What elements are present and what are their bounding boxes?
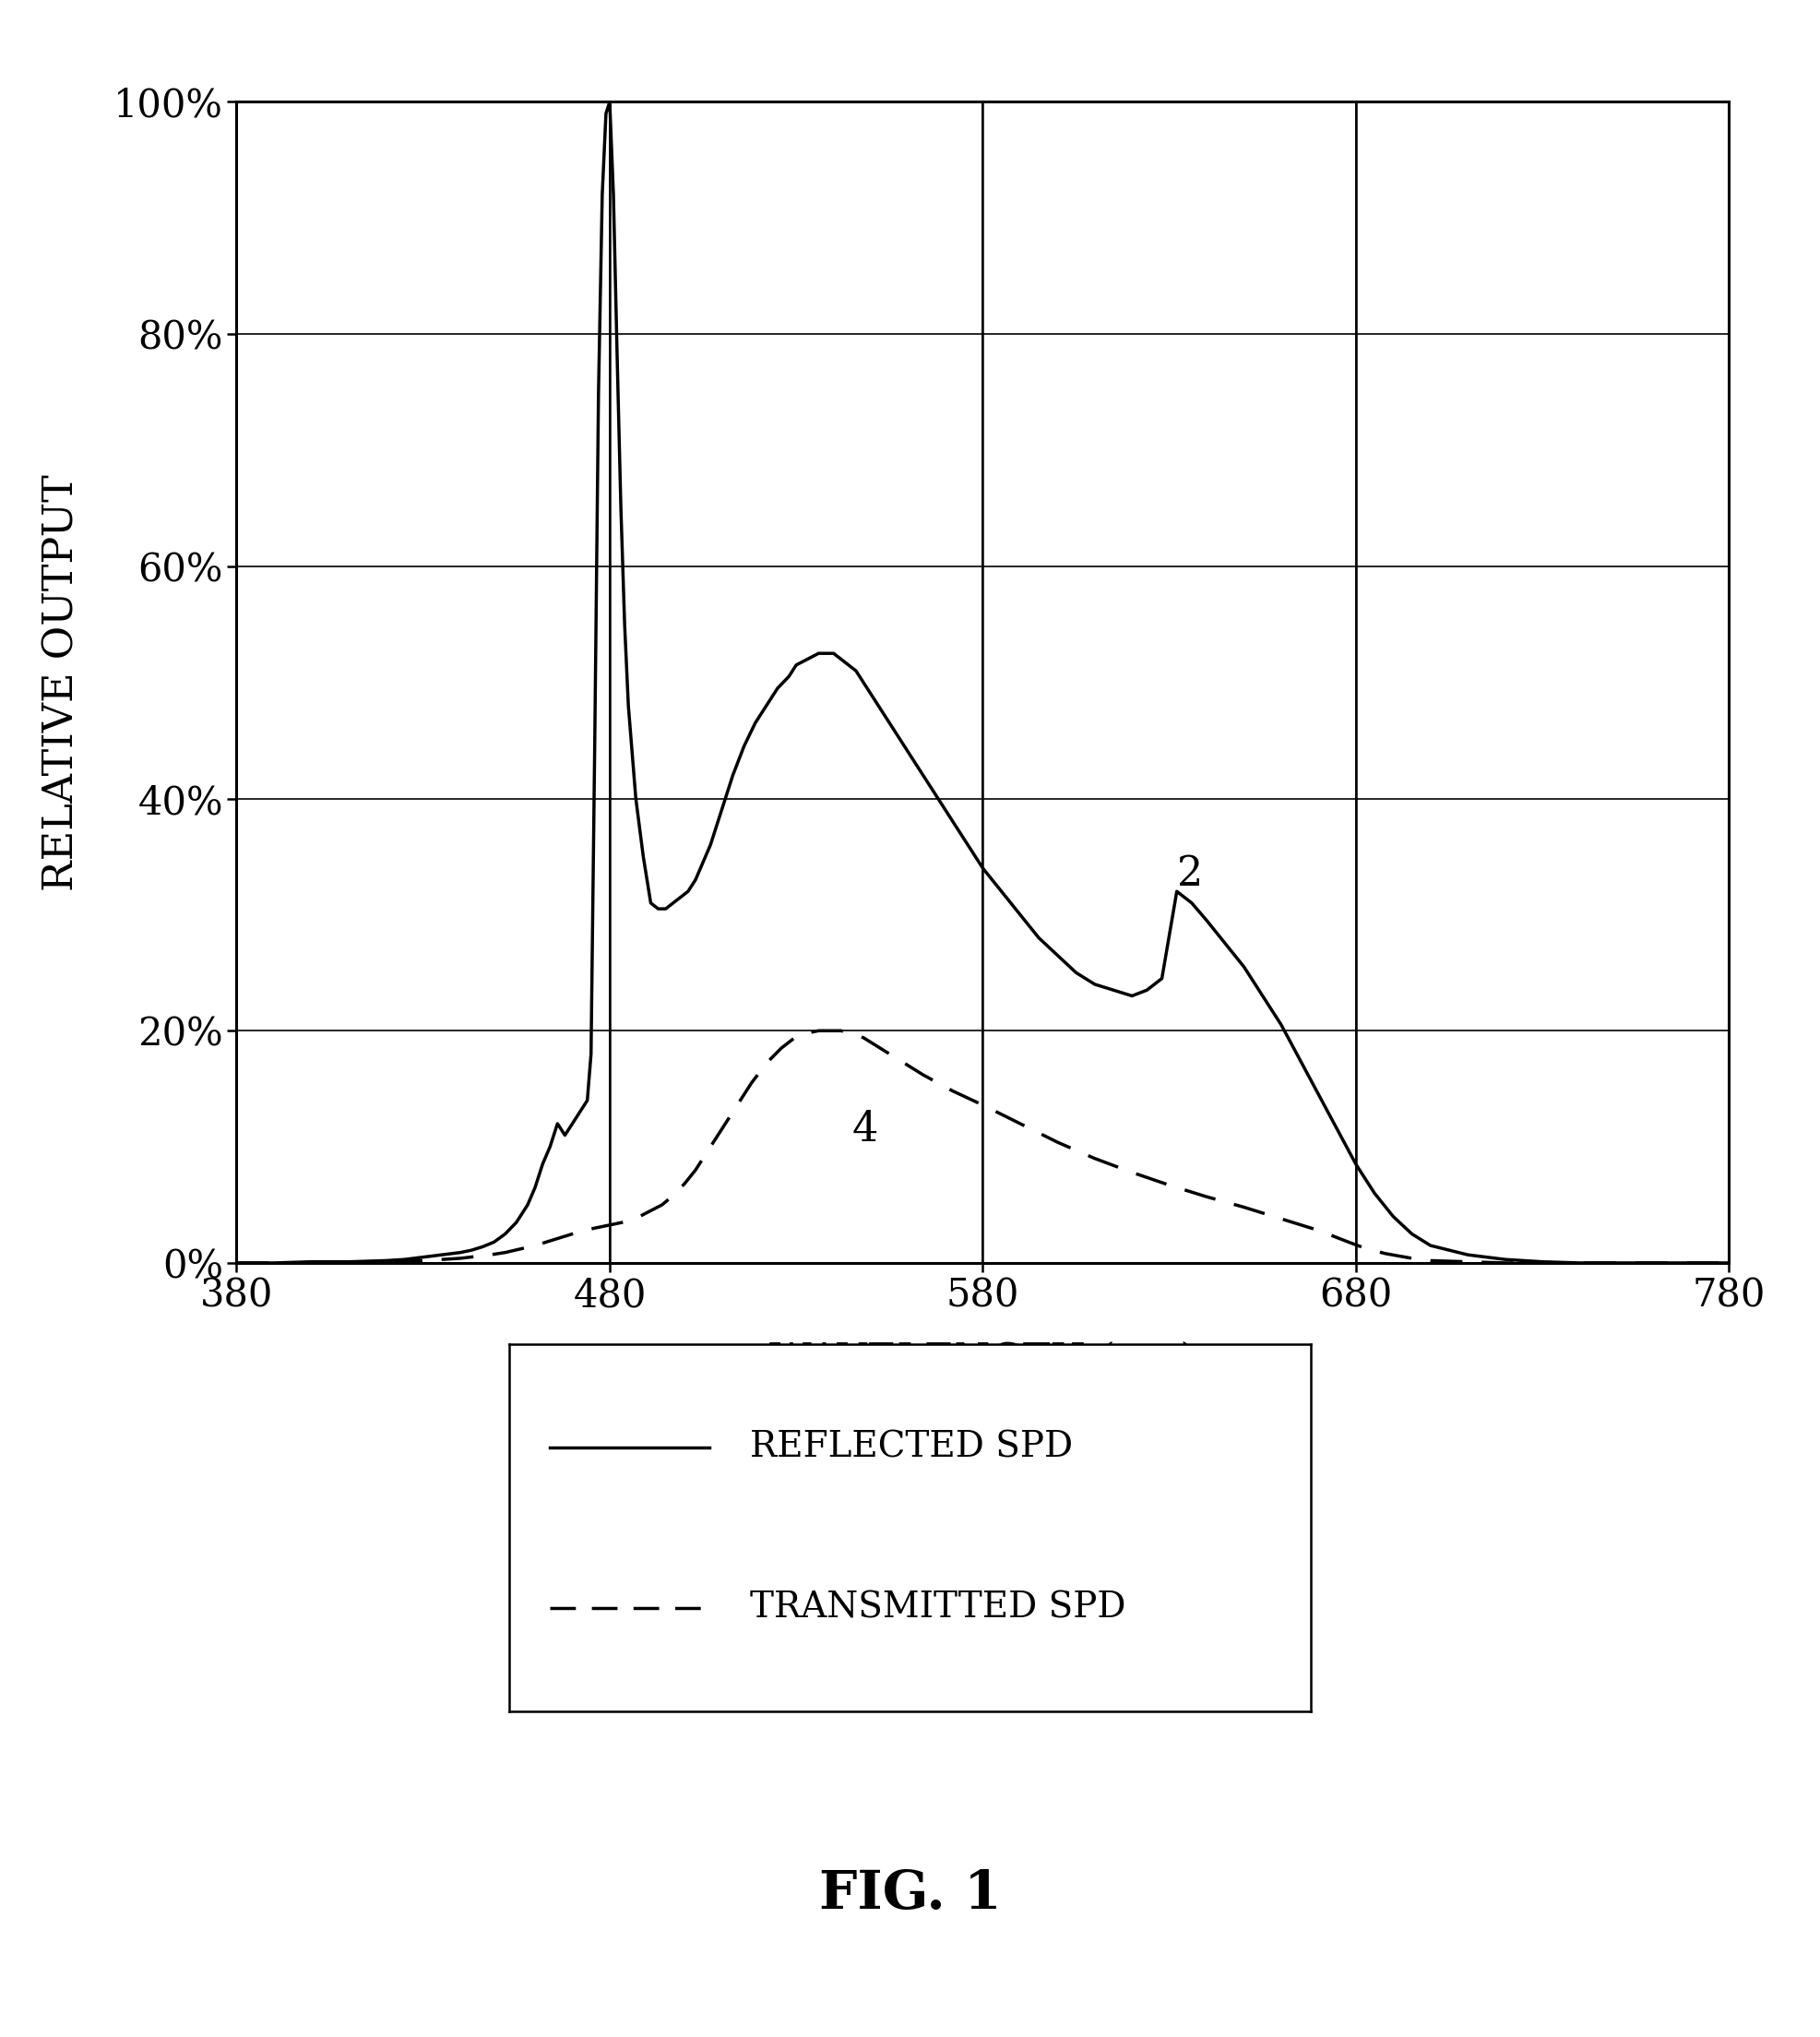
- Text: 4: 4: [852, 1110, 879, 1149]
- Text: TRANSMITTED SPD: TRANSMITTED SPD: [750, 1591, 1127, 1626]
- Text: REFLECTED SPD: REFLECTED SPD: [750, 1430, 1072, 1465]
- Text: FIG. 1: FIG. 1: [819, 1868, 1001, 1921]
- X-axis label: WAVELENGTH (nm): WAVELENGTH (nm): [770, 1340, 1196, 1381]
- Text: 2: 2: [1178, 854, 1203, 894]
- Y-axis label: RELATIVE OUTPUT: RELATIVE OUTPUT: [42, 475, 82, 890]
